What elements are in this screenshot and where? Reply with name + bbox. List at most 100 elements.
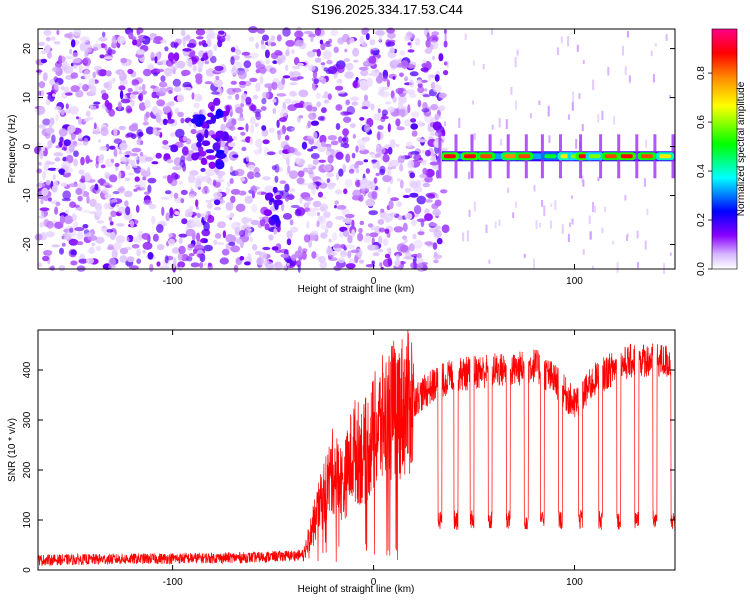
spectrogram-noise-blob <box>250 124 255 134</box>
spectrogram-faint-smear <box>669 95 672 99</box>
spectrogram-noise-blob <box>37 106 46 115</box>
spectrogram-noise-blob <box>104 99 110 108</box>
spectrogram-noise-blob <box>386 247 391 253</box>
spectrogram-noise-blob <box>278 149 284 155</box>
spectrogram-noise-blob <box>311 207 320 212</box>
spectrogram-noise-blob <box>297 76 304 80</box>
spectrogram-noise-blob <box>315 92 321 100</box>
spectrogram-noise-blob <box>409 71 419 77</box>
spectrogram-noise-blob <box>124 200 129 207</box>
spectrogram-noise-blob <box>108 264 116 269</box>
spectrogram-noise-blob <box>178 237 183 245</box>
spectrogram-noise-blob <box>188 253 195 257</box>
spectrogram-noise-blob <box>54 106 62 111</box>
spectrogram-noise-blob <box>307 163 313 169</box>
spectrogram-noise-blob <box>79 42 87 52</box>
spectrogram-noise-blob <box>307 182 317 190</box>
spectrogram-noise-blob <box>402 194 410 199</box>
spectrogram-noise-blob <box>138 86 142 91</box>
spectrogram-noise-blob <box>365 233 370 237</box>
spectrogram-noise-blob <box>274 175 279 183</box>
spectrogram-noise-blob <box>180 117 185 124</box>
snr-x-label: Height of straight line (km) <box>298 584 415 595</box>
spectrogram-noise-blob <box>264 49 270 59</box>
spectrogram-noise-blob <box>134 176 140 182</box>
spectrogram-noise-blob <box>71 213 77 222</box>
spectrogram-noise-blob <box>153 72 159 77</box>
colorbar-tick-label: 0.4 <box>696 164 707 178</box>
spectrogram-noise-blob <box>294 30 304 38</box>
spectrogram-noise-blob <box>286 262 290 267</box>
spectrogram-noise-blob <box>424 149 431 157</box>
spectrogram-noise-blob <box>326 220 333 229</box>
spectrogram-noise-blob <box>64 209 70 215</box>
spectrogram-noise-blob <box>72 140 78 148</box>
spectrogram-faint-smear <box>550 203 553 207</box>
spectrogram-noise-blob <box>67 31 74 40</box>
spectrogram-noise-blob <box>260 44 266 50</box>
spectrogram-noise-blob <box>47 140 53 149</box>
spectrogram-noise-blob <box>75 187 83 195</box>
spectrogram-noise-blob <box>399 72 404 78</box>
spectrogram-noise-blob <box>341 208 350 216</box>
spectrogram-noise-blob <box>437 105 446 112</box>
spectrogram-noise-blob <box>424 241 434 246</box>
spectrogram-noise-blob <box>143 199 153 206</box>
spectrogram-noise-blob <box>104 193 112 199</box>
spectrogram-noise-blob <box>271 246 279 251</box>
spectrogram-signal-band <box>438 134 675 179</box>
spectrogram-noise-blob <box>350 249 360 254</box>
spectrogram-noise-blob <box>183 86 192 91</box>
spectrogram-noise-blob <box>151 91 158 99</box>
spectrogram-noise-blob <box>388 161 393 171</box>
spectrogram-noise-blob <box>378 248 384 253</box>
spectrogram-noise-blob <box>340 243 346 249</box>
spectrogram-noise-blob <box>80 156 85 166</box>
spectrogram-noise-blob <box>119 70 124 77</box>
spectrogram-noise-blob <box>351 101 359 106</box>
spectrogram-noise-blob <box>54 157 61 162</box>
spectrogram-noise-blob <box>274 249 282 254</box>
spectrogram-faint-smear <box>547 105 550 117</box>
spectrogram-noise-blob <box>128 124 139 132</box>
spectrogram-noise-blob <box>225 34 231 42</box>
spectrogram-faint-smear <box>458 117 461 128</box>
spectrogram-noise-blob <box>316 253 320 260</box>
spectrogram-noise-blob <box>62 61 69 68</box>
spectrogram-noise-blob <box>402 90 409 94</box>
spectrogram-noise-blob <box>421 79 428 83</box>
spectrogram-noise-blob <box>38 81 46 89</box>
spectrogram-faint-smear <box>464 33 467 40</box>
spectrogram-noise-blob <box>159 265 170 270</box>
spectrogram-noise-blob <box>317 116 325 121</box>
spectrogram-noise-blob <box>215 170 226 177</box>
spectrogram-noise-blob <box>200 57 205 62</box>
spectrogram-noise-blob <box>307 148 314 152</box>
spectrogram-bright-segment <box>620 154 633 159</box>
spectrogram-y-tick-label: 0 <box>22 143 33 149</box>
spectrogram-noise-blob <box>392 76 396 80</box>
spectrogram-noise-blob <box>60 182 68 188</box>
spectrogram-noise-blob <box>85 155 90 164</box>
spectrogram-noise-blob <box>365 33 370 41</box>
spectrogram-noise-blob <box>134 156 139 161</box>
spectrogram-bright-segment <box>604 154 617 159</box>
spectrogram-noise-blob <box>194 93 202 102</box>
spectrogram-noise-blob <box>291 71 301 78</box>
spectrogram-noise-blob <box>314 27 322 36</box>
spectrogram-noise-blob <box>194 180 202 189</box>
spectrogram-noise-blob <box>407 42 411 46</box>
spectrogram-noise-blob <box>285 39 296 47</box>
spectrogram-noise-blob <box>141 90 148 95</box>
spectrogram-noise-blob <box>402 222 408 232</box>
spectrogram-noise-blob <box>286 238 292 246</box>
spectrogram-noise-blob <box>306 50 316 58</box>
spectrogram-noise-blob <box>127 87 133 93</box>
spectrogram-noise-blob <box>270 42 276 47</box>
spectrogram-noise-blob <box>225 187 230 195</box>
spectrogram-noise-blob <box>162 106 172 113</box>
spectrogram-noise-blob <box>420 67 429 72</box>
spectrogram-noise-blob <box>95 104 99 109</box>
spectrogram-noise-blob <box>213 97 221 106</box>
figure-title: S196.2025.334.17.53.C44 <box>311 2 463 17</box>
